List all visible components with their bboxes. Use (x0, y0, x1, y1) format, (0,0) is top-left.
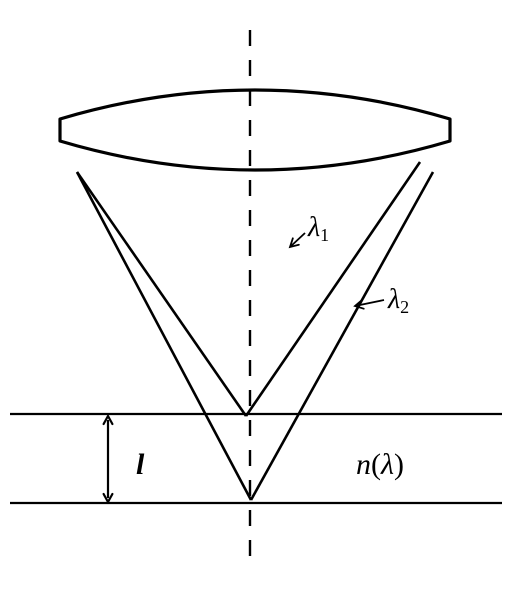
label-n: n(λ) (356, 448, 404, 481)
label-l: l (136, 448, 145, 481)
